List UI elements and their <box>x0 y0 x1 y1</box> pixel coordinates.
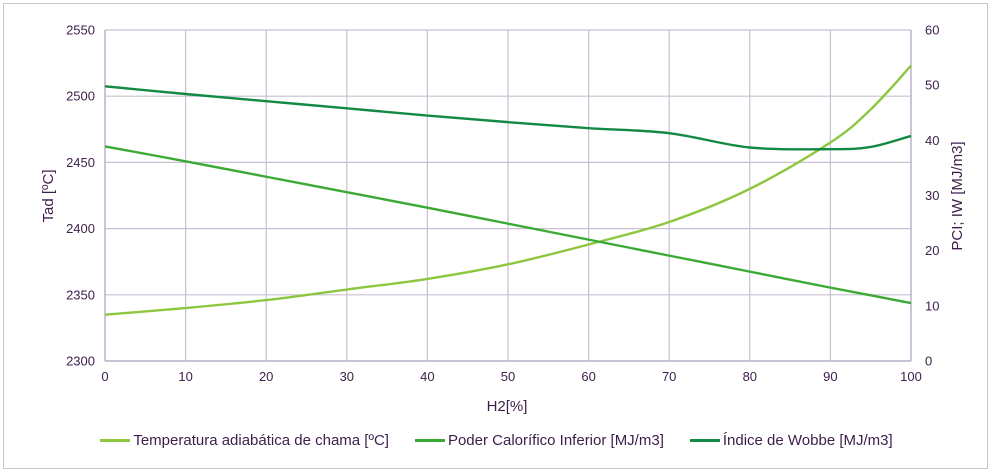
y2-tick-label: 40 <box>925 133 939 148</box>
y-tick-label: 2400 <box>66 221 95 236</box>
chart-frame <box>3 3 988 469</box>
legend-swatch-wobbe <box>689 438 720 442</box>
y-tick-label: 2550 <box>66 23 95 38</box>
y-tick-label: 2350 <box>66 287 95 302</box>
x-tick-label: 60 <box>581 369 595 384</box>
series-pci-line <box>104 145 912 305</box>
legend-swatch-pci <box>414 438 445 442</box>
x-tick-label: 30 <box>340 369 354 384</box>
x-tick-label: 10 <box>178 369 192 384</box>
y-tick-label: 2450 <box>66 155 95 170</box>
legend-item-pci: Poder Calorífico Inferior [MJ/m3] <box>414 431 664 449</box>
x-tick-label: 40 <box>420 369 434 384</box>
grid <box>104 29 912 362</box>
x-tick-label: 90 <box>823 369 837 384</box>
legend-swatch-temperature <box>100 438 131 442</box>
legend-item-wobbe: Índice de Wobbe [MJ/m3] <box>689 431 893 449</box>
y2-tick-label: 20 <box>925 243 939 258</box>
x-tick-label: 80 <box>743 369 757 384</box>
x-axis-title: H2[%] <box>487 398 528 415</box>
y-axis-title: Tad [ºC] <box>40 170 57 223</box>
legend-item-temperature: Temperatura adiabática de chama [ºC] <box>100 432 389 449</box>
series-wobbe-line <box>104 85 912 151</box>
x-tick-label: 20 <box>259 369 273 384</box>
y2-axis-title: PCI; IW [MJ/m3] <box>949 141 966 250</box>
x-tick-label: 70 <box>662 369 676 384</box>
tick-labels: 0 10 20 30 40 50 60 70 80 90 100230023502400245025… <box>66 23 939 385</box>
y2-tick-label: 60 <box>925 23 939 38</box>
y-tick-label: 2300 <box>66 354 95 369</box>
y2-tick-label: 50 <box>925 78 939 93</box>
legend: Temperatura adiabática de chama [ºC] Pod… <box>0 426 993 454</box>
series-temperature-line <box>104 64 912 316</box>
legend-label-pci: Poder Calorífico Inferior [MJ/m3] <box>447 431 664 449</box>
legend-label-wobbe: Índice de Wobbe [MJ/m3] <box>722 431 893 449</box>
legend-label-temperature: Temperatura adiabática de chama [ºC] <box>133 431 389 449</box>
y2-tick-label: 10 <box>925 298 939 313</box>
y2-tick-label: 0 <box>925 354 932 369</box>
y2-tick-label: 30 <box>925 188 939 203</box>
y-tick-label: 2500 <box>66 89 95 104</box>
x-tick-label: 50 <box>501 369 515 384</box>
x-tick-label: 100 <box>900 369 922 384</box>
series-lines <box>104 64 912 316</box>
x-tick-label: 0 <box>101 369 108 384</box>
